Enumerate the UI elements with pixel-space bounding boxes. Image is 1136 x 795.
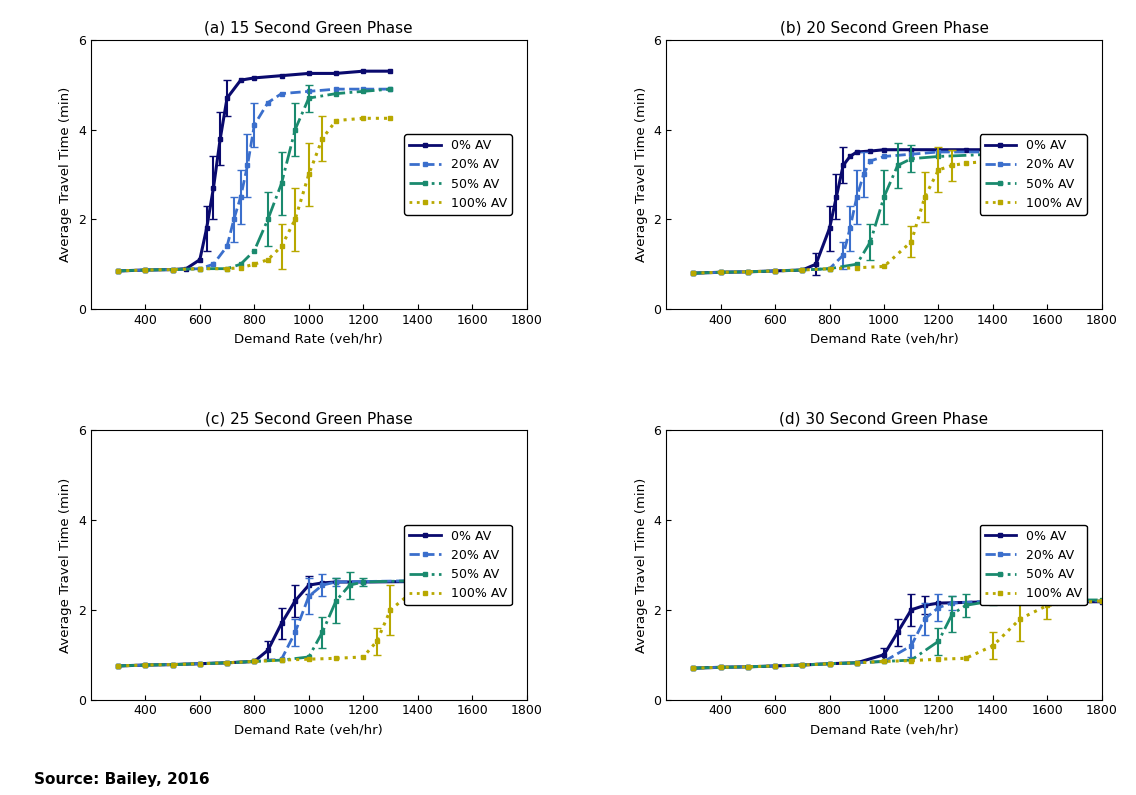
Y-axis label: Average Travel Time (min): Average Travel Time (min) (59, 87, 73, 262)
Y-axis label: Average Travel Time (min): Average Travel Time (min) (635, 87, 648, 262)
Title: (b) 20 Second Green Phase: (b) 20 Second Green Phase (779, 21, 988, 36)
X-axis label: Demand Rate (veh/hr): Demand Rate (veh/hr) (234, 723, 383, 736)
Title: (a) 15 Second Green Phase: (a) 15 Second Green Phase (204, 21, 414, 36)
Y-axis label: Average Travel Time (min): Average Travel Time (min) (59, 477, 73, 653)
Legend: 0% AV, 20% AV, 50% AV, 100% AV: 0% AV, 20% AV, 50% AV, 100% AV (979, 525, 1087, 605)
X-axis label: Demand Rate (veh/hr): Demand Rate (veh/hr) (810, 332, 959, 346)
Legend: 0% AV, 20% AV, 50% AV, 100% AV: 0% AV, 20% AV, 50% AV, 100% AV (979, 134, 1087, 215)
Text: Source: Bailey, 2016: Source: Bailey, 2016 (34, 772, 210, 787)
Title: (c) 25 Second Green Phase: (c) 25 Second Green Phase (204, 411, 412, 426)
Legend: 0% AV, 20% AV, 50% AV, 100% AV: 0% AV, 20% AV, 50% AV, 100% AV (404, 134, 511, 215)
X-axis label: Demand Rate (veh/hr): Demand Rate (veh/hr) (810, 723, 959, 736)
Legend: 0% AV, 20% AV, 50% AV, 100% AV: 0% AV, 20% AV, 50% AV, 100% AV (404, 525, 511, 605)
Title: (d) 30 Second Green Phase: (d) 30 Second Green Phase (779, 411, 988, 426)
X-axis label: Demand Rate (veh/hr): Demand Rate (veh/hr) (234, 332, 383, 346)
Y-axis label: Average Travel Time (min): Average Travel Time (min) (635, 477, 648, 653)
